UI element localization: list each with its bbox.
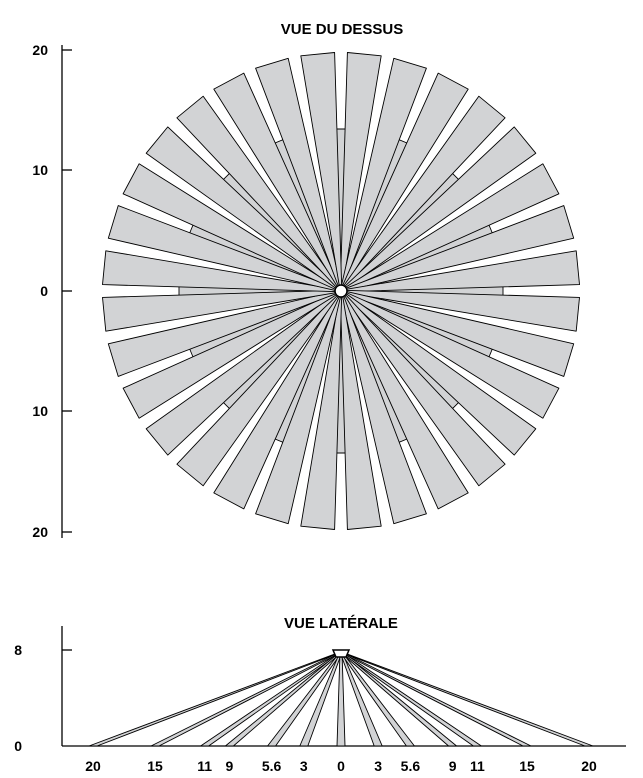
side-x-tick-3: 9 bbox=[226, 758, 234, 774]
side-view-beams bbox=[88, 651, 594, 747]
side-x-tick-1: 15 bbox=[147, 758, 163, 774]
side-x-tick-8: 5.6 bbox=[401, 758, 421, 774]
top-view-title: VUE DU DESSUS bbox=[281, 21, 404, 38]
side-x-tick-0: 20 bbox=[85, 758, 101, 774]
side-beam-6 bbox=[336, 651, 346, 747]
top-tick-label-4: 20 bbox=[32, 524, 48, 540]
side-x-tick-4: 5.6 bbox=[262, 758, 282, 774]
side-view-title: VUE LATÉRALE bbox=[284, 615, 398, 632]
side-view-x-tick-labels: 20 15 11 9 5.6 3 0 3 5.6 9 11 15 20 bbox=[85, 758, 597, 774]
sensor-side-marker bbox=[331, 649, 351, 658]
side-y-tick-0: 0 bbox=[14, 738, 22, 754]
sensor-location-marker bbox=[334, 284, 348, 298]
top-view-ticks: 20 10 0 10 20 bbox=[32, 42, 72, 540]
side-x-tick-12: 20 bbox=[581, 758, 597, 774]
top-tick-label-0: 20 bbox=[32, 42, 48, 58]
side-x-tick-5: 3 bbox=[300, 758, 308, 774]
side-y-tick-8: 8 bbox=[14, 642, 22, 658]
long-range-zones bbox=[102, 52, 580, 530]
side-x-tick-6: 0 bbox=[337, 758, 345, 774]
side-x-tick-2: 11 bbox=[197, 758, 212, 774]
top-tick-label-3: 10 bbox=[32, 403, 48, 419]
top-tick-label-1: 10 bbox=[32, 162, 48, 178]
side-x-tick-10: 11 bbox=[470, 758, 485, 774]
side-x-tick-9: 9 bbox=[449, 758, 457, 774]
side-x-tick-7: 3 bbox=[374, 758, 382, 774]
top-tick-label-2: 0 bbox=[40, 283, 48, 299]
side-x-tick-11: 15 bbox=[519, 758, 535, 774]
